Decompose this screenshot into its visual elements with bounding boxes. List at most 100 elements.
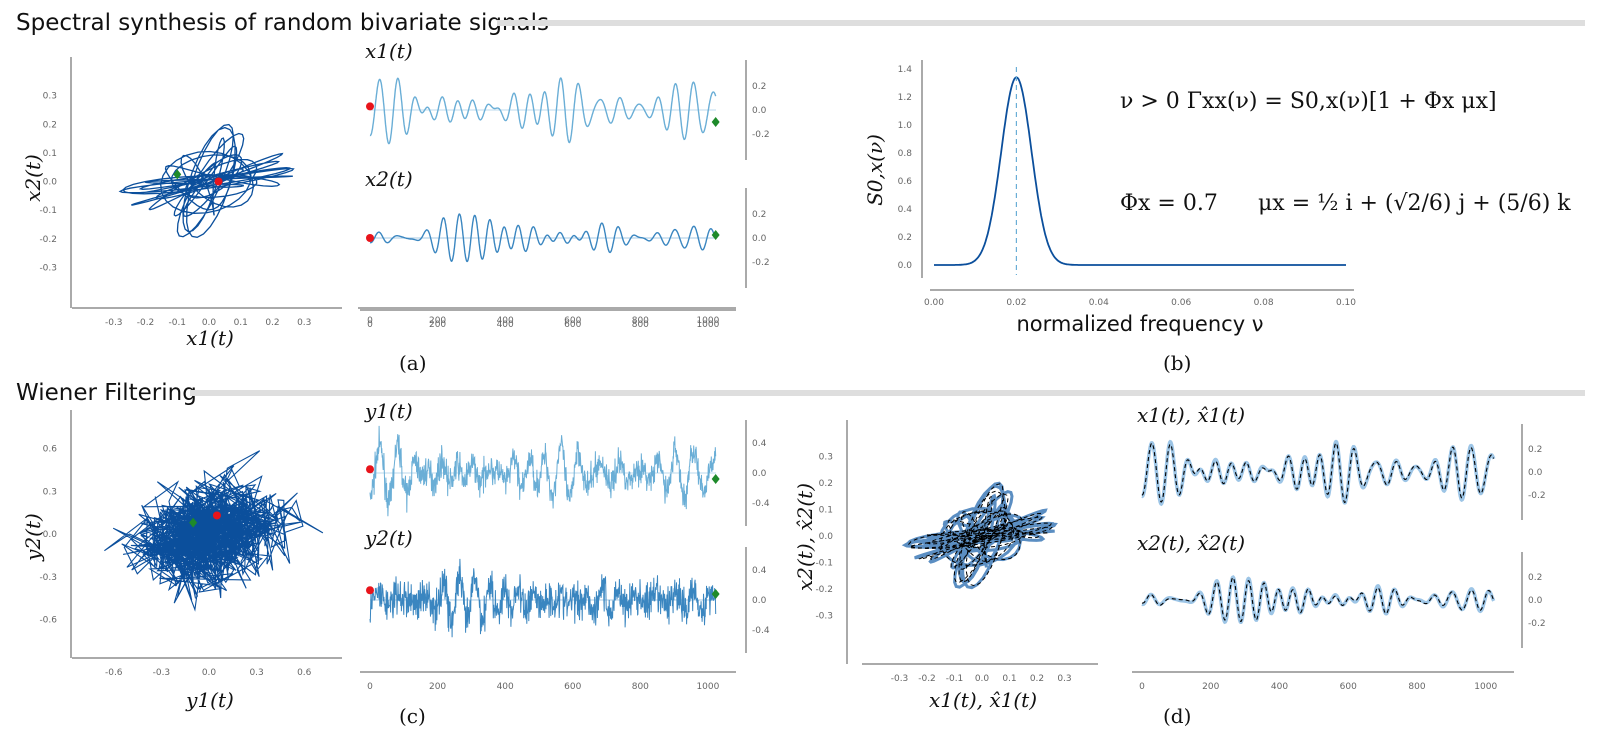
c-scatter-ytick-label: 0.3 [43, 487, 57, 497]
c-series-2-signal-line [369, 558, 717, 638]
a-series-2-ytick-label: -0.2 [752, 258, 770, 268]
c-scatter-ytick-label: 0.0 [43, 530, 58, 540]
a-scatter-xtick-label: 0.1 [234, 318, 248, 328]
a-series-1-xtick-label: 1000 [696, 320, 719, 330]
b-ytick-label: 0.6 [898, 177, 913, 187]
a-series-1-xtick-label: 200 [429, 320, 446, 330]
a-scatter-ytick-label: 0.1 [43, 149, 57, 159]
spectrum-equation-main: ν > 0 Γxx(ν) = S0,x(ν)[1 + Φx μx] [1120, 89, 1497, 114]
b-xtick-label: 0.00 [924, 298, 944, 308]
a-scatter-xtick-label: 0.3 [297, 318, 311, 328]
c-series-2-xtick-label: 0 [367, 682, 373, 692]
c-series-1-ytick-label: -0.4 [752, 499, 770, 509]
c-scatter-ytick-label: -0.6 [39, 616, 57, 626]
d-scatter-ylabel: x2(t), x̂2(t) [793, 483, 817, 591]
d-scatter-xtick-label: -0.3 [891, 674, 909, 684]
b-ylabel: S0,x(ν) [863, 134, 887, 206]
d-scatter-ytick-label: -0.3 [815, 612, 833, 622]
header-rule-bottom [190, 390, 1585, 396]
c-series-2-xtick-label: 800 [632, 682, 649, 692]
b-ytick-label: 1.2 [898, 93, 912, 103]
a-series-1-end-marker [711, 117, 720, 127]
a-scatter-ytick-label: 0.3 [43, 92, 57, 102]
a-scatter-ylabel: x2(t) [21, 154, 45, 202]
a-series-1-xtick-label: 800 [632, 320, 649, 330]
b-ytick-label: 0.4 [898, 205, 913, 215]
section-title-bottom: Wiener Filtering [16, 380, 197, 406]
c-start-marker [212, 511, 221, 520]
panel-label-c: (c) [399, 704, 426, 728]
c-series-2-ytick-label: 0.4 [752, 566, 767, 576]
c-series-1-ytick-label: 0.4 [752, 439, 767, 449]
a-scatter-xtick-label: 0.0 [202, 318, 217, 328]
d-series-1-ytick-label: 0.0 [1528, 468, 1543, 478]
c-series-1-start-marker [366, 465, 374, 474]
b-ytick-label: 1.4 [898, 65, 913, 75]
c-series-2-title: y2(t) [364, 526, 413, 550]
d-scatter-ytick-label: 0.1 [819, 506, 833, 516]
b-xtick-label: 0.02 [1006, 298, 1026, 308]
a-scatter-xtick-label: -0.1 [168, 318, 186, 328]
c-series-1-end-marker [711, 474, 720, 484]
b-ytick-label: 0.0 [898, 261, 913, 271]
d-estimate-trajectory-line [908, 483, 1053, 587]
b-xlabel: normalized frequency ν [1016, 312, 1263, 336]
c-series-2-xtick-label: 600 [564, 682, 581, 692]
d-scatter-ytick-label: 0.0 [819, 532, 834, 542]
c-series-2-ytick-label: -0.4 [752, 626, 770, 636]
header-rule-top [497, 20, 1585, 26]
a-series-1-ytick-label: -0.2 [752, 130, 770, 140]
a-scatter-ytick-label: 0.0 [43, 178, 58, 188]
d-series-1-estimate-line [1141, 442, 1495, 504]
d-scatter-xtick-label: -0.2 [918, 674, 936, 684]
a-scatter-xtick-label: 0.2 [265, 318, 279, 328]
d-series-1-ytick-label: -0.2 [1528, 491, 1546, 501]
d-scatter-xtick-label: 0.1 [1002, 674, 1016, 684]
a-scatter-xlabel: x1(t) [186, 326, 234, 350]
a-series-1-start-marker [366, 102, 374, 111]
d-series-2-xtick-label: 200 [1202, 682, 1219, 692]
d-series-2-xtick-label: 800 [1408, 682, 1425, 692]
a-series-1-xtick-label: 0 [367, 320, 373, 330]
c-scatter-ytick-label: -0.3 [39, 573, 57, 583]
c-scatter-xlabel: y1(t) [185, 688, 234, 712]
c-series-1-title: y1(t) [364, 399, 413, 423]
a-trajectory-line [118, 123, 295, 238]
b-ytick-label: 0.2 [898, 233, 912, 243]
a-scatter-ytick-label: -0.2 [39, 235, 57, 245]
c-scatter-xtick-label: -0.3 [153, 668, 171, 678]
a-scatter-xtick-label: -0.2 [137, 318, 155, 328]
a-series-2-start-marker [366, 234, 374, 242]
a-series-1-xtick-label: 600 [564, 320, 581, 330]
d-series-2-title: x2(t), x̂2(t) [1137, 531, 1245, 555]
d-series-1-title: x1(t), x̂1(t) [1137, 403, 1245, 427]
a-series-xtick-label: 800 [632, 316, 649, 326]
c-series-1-ytick-label: 0.0 [752, 469, 767, 479]
c-trajectory-line [104, 450, 324, 612]
c-end-marker [189, 517, 198, 528]
a-series-2-title: x2(t) [365, 167, 413, 191]
a-scatter-ytick-label: 0.2 [43, 120, 57, 130]
d-scatter-xtick-label: -0.1 [946, 674, 964, 684]
panel-label-b: (b) [1163, 351, 1191, 375]
d-scatter-ytick-label: -0.2 [815, 585, 833, 595]
a-end-marker [173, 169, 182, 180]
a-series-xtick-label: 1000 [696, 316, 719, 326]
a-series-2-end-marker [711, 230, 720, 240]
a-series-xtick-label: 0 [367, 316, 373, 326]
c-scatter-ytick-label: 0.6 [43, 445, 58, 455]
d-scatter-ytick-label: -0.1 [815, 559, 833, 569]
panel-label-d: (d) [1163, 704, 1191, 728]
c-scatter-xtick-label: 0.6 [297, 668, 312, 678]
d-series-1-true-line [1141, 439, 1496, 507]
d-scatter-xtick-label: 0.3 [1057, 674, 1071, 684]
c-scatter-xtick-label: -0.6 [105, 668, 123, 678]
b-ytick-label: 1.0 [898, 121, 913, 131]
d-scatter-xtick-label: 0.2 [1030, 674, 1044, 684]
a-series-1-ytick-label: 0.2 [752, 82, 766, 92]
panel-label-a: (a) [399, 351, 427, 375]
d-series-2-ytick-label: 0.0 [1528, 596, 1543, 606]
d-series-2-xtick-label: 600 [1340, 682, 1357, 692]
b-xtick-label: 0.08 [1254, 298, 1274, 308]
c-series-2-xtick-label: 1000 [696, 682, 719, 692]
